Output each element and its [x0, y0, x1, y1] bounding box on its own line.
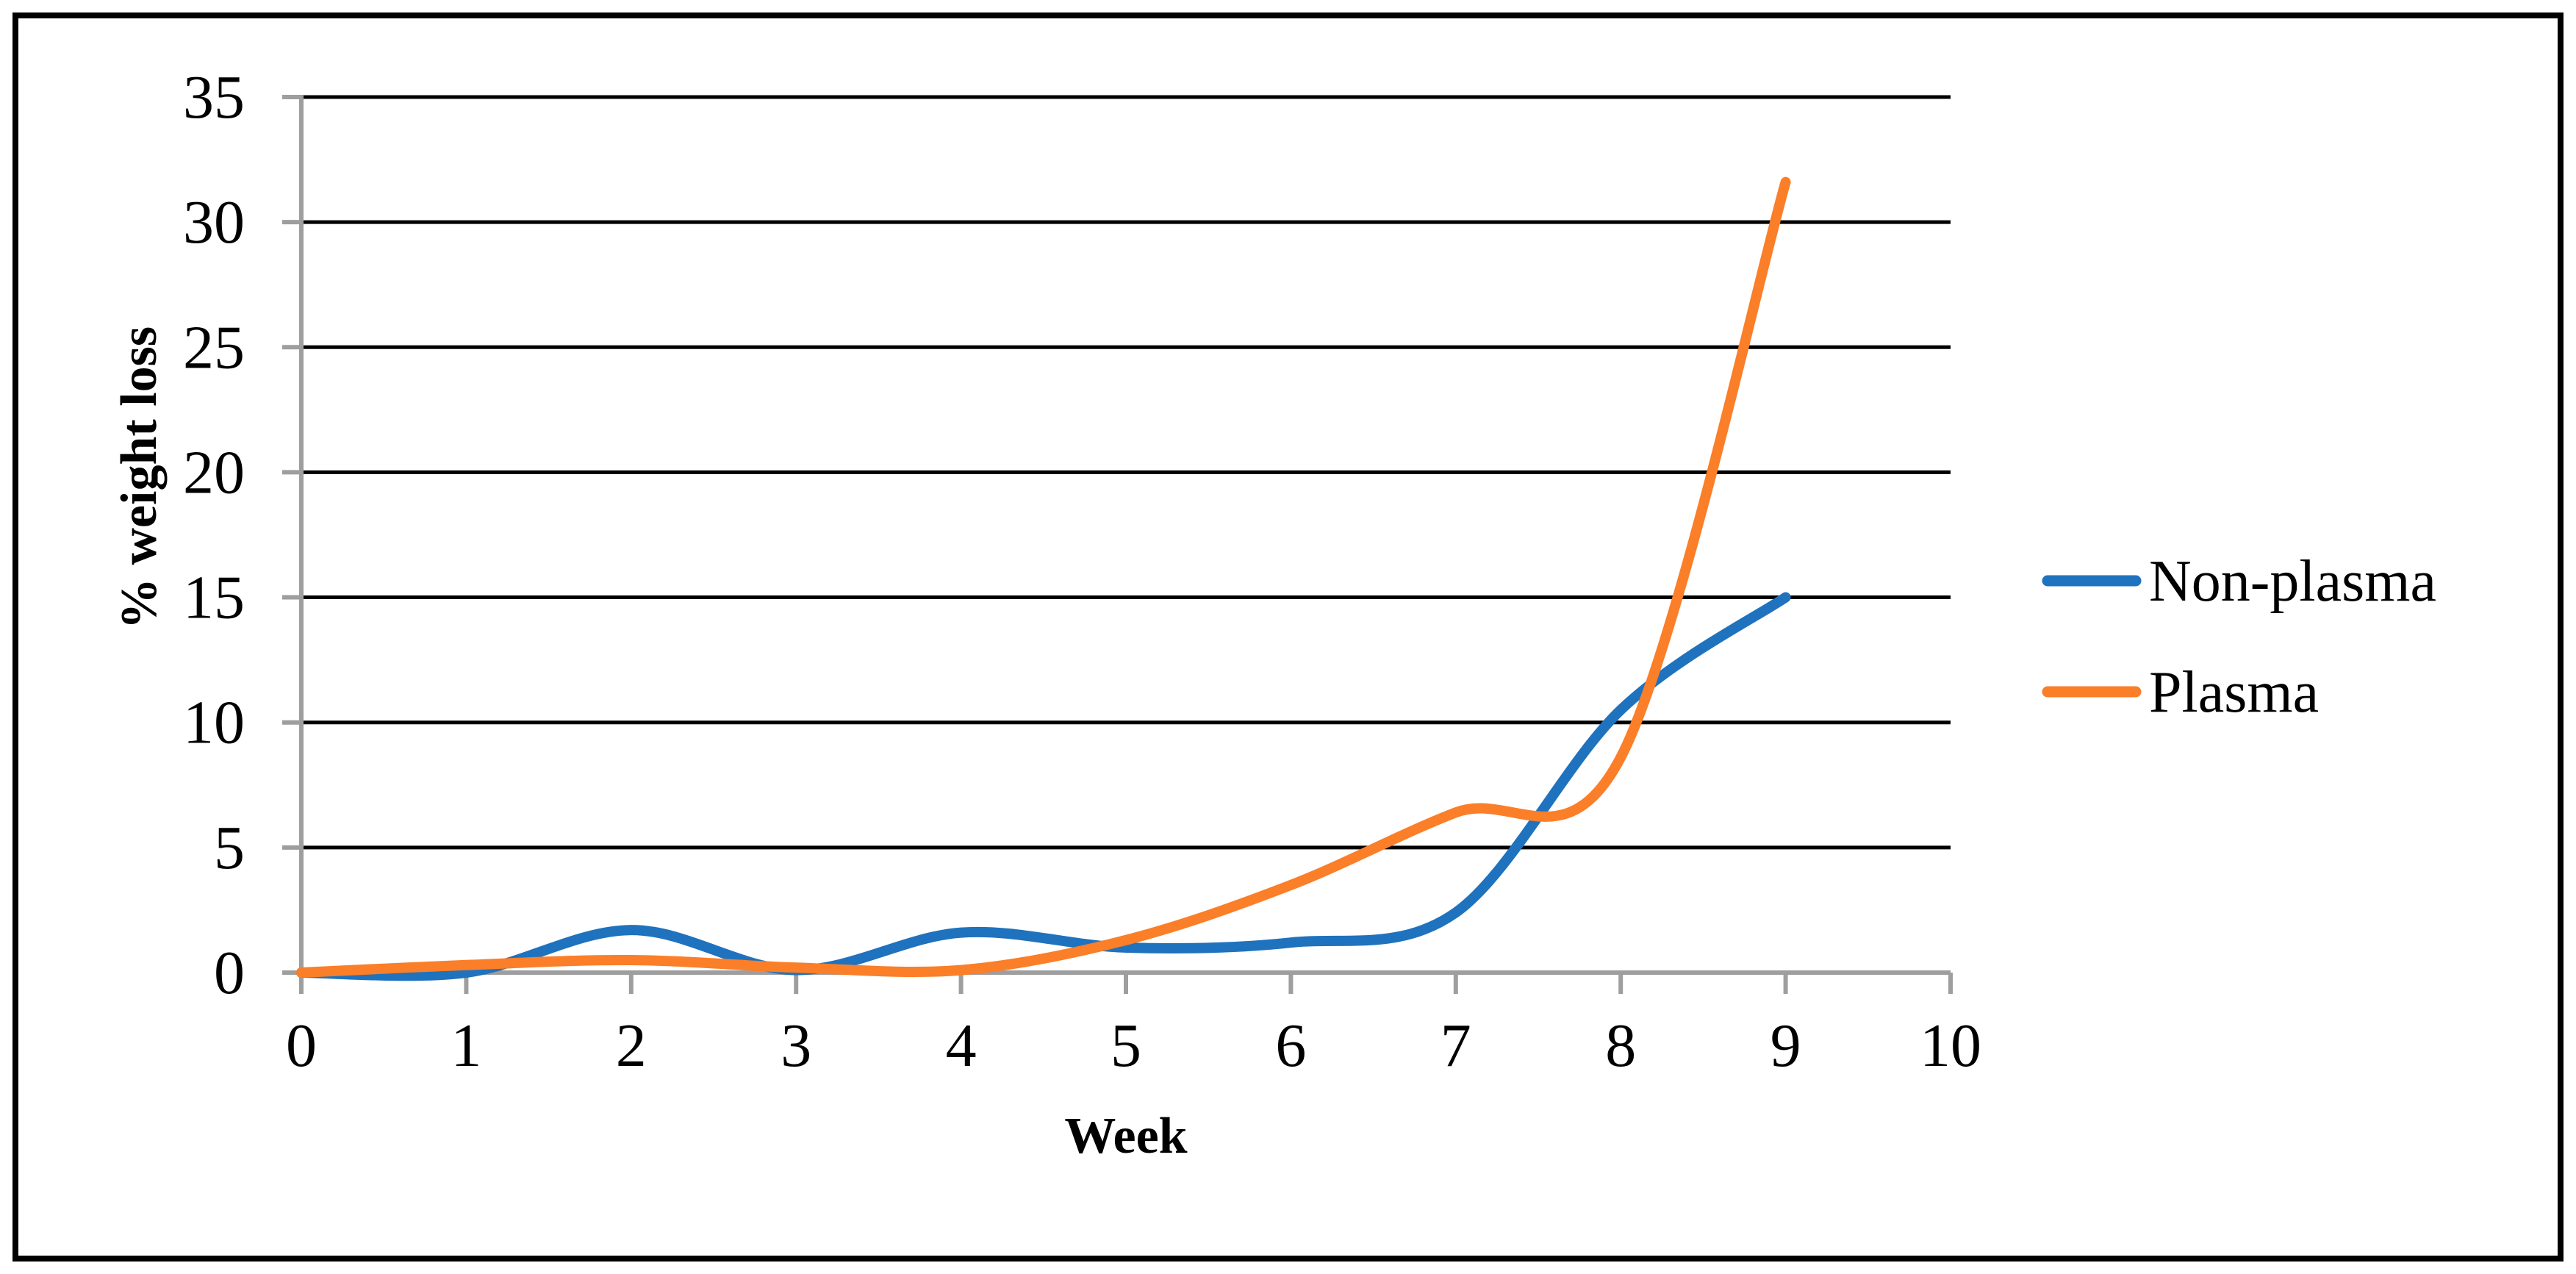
axes	[282, 94, 1953, 994]
tick-labels: 0 5 10 15 20 25 30 35 0 1 2 3 4 5 6 7 8 9 10	[183, 63, 1981, 1080]
y-tick-label-30: 30	[183, 188, 245, 257]
figure-border	[12, 12, 2564, 1262]
y-tick-label-20: 20	[183, 438, 245, 507]
legend-item-non-plasma: Non-plasma	[2042, 549, 2436, 614]
x-tick-label-10: 10	[1920, 1012, 1981, 1080]
x-tick-label-7: 7	[1441, 1012, 1471, 1080]
x-tick-label-9: 9	[1770, 1012, 1801, 1080]
y-tick-label-5: 5	[214, 814, 245, 882]
x-tick-label-5: 5	[1111, 1012, 1141, 1080]
x-tick-label-6: 6	[1275, 1012, 1306, 1080]
x-tick-label-2: 2	[616, 1012, 647, 1080]
legend-label-non-plasma: Non-plasma	[2149, 549, 2436, 614]
series-line-plasma	[296, 176, 1791, 978]
x-axis-title: Week	[1064, 1108, 1187, 1164]
x-tick-label-4: 4	[946, 1012, 977, 1080]
y-tick-label-35: 35	[183, 63, 245, 132]
y-axis-title: % weight loss	[111, 326, 168, 629]
series-lines	[296, 176, 1791, 981]
y-tick-label-0: 0	[214, 939, 245, 1007]
y-tick-label-25: 25	[183, 313, 245, 382]
y-tick-label-10: 10	[183, 689, 245, 757]
x-tick-label-3: 3	[781, 1012, 811, 1080]
series-line-non-plasma	[296, 592, 1791, 981]
x-tick-label-0: 0	[286, 1012, 317, 1080]
legend-item-plasma: Plasma	[2042, 660, 2319, 725]
gridlines	[303, 95, 1951, 850]
legend-label-plasma: Plasma	[2149, 660, 2319, 725]
y-tick-label-15: 15	[183, 564, 245, 632]
legend: Non-plasma Plasma	[2042, 549, 2436, 725]
x-tick-label-8: 8	[1605, 1012, 1636, 1080]
x-tick-label-1: 1	[451, 1012, 481, 1080]
